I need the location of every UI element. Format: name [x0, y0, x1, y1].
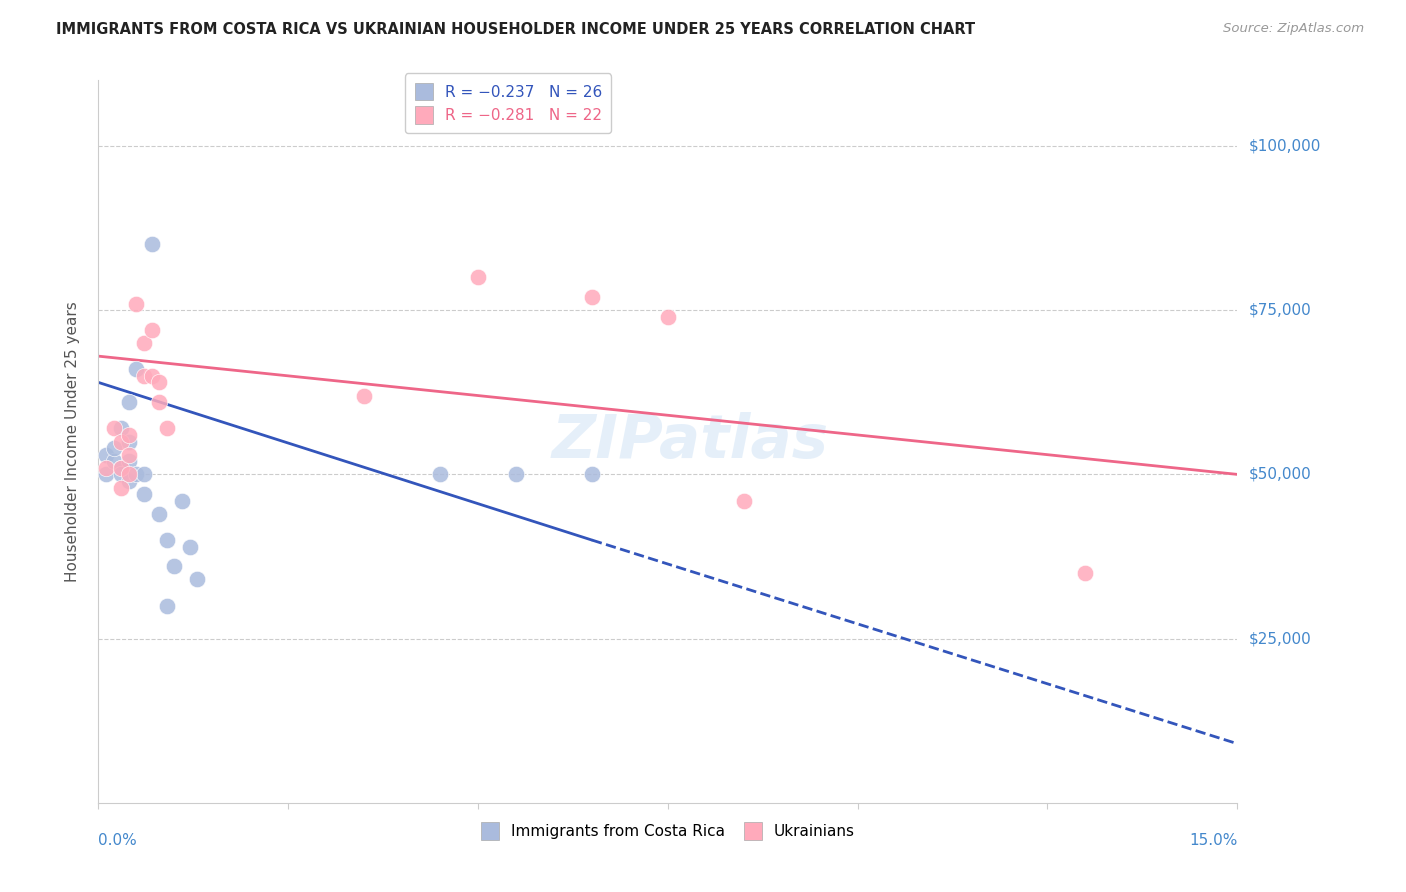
Point — [118, 434, 141, 449]
Point — [125, 296, 148, 310]
Point — [94, 448, 117, 462]
Point — [179, 540, 201, 554]
Point — [132, 467, 155, 482]
Point — [156, 421, 179, 435]
Point — [118, 428, 141, 442]
Y-axis label: Householder Income Under 25 years: Householder Income Under 25 years — [65, 301, 80, 582]
Point — [110, 434, 132, 449]
Point — [733, 493, 755, 508]
Text: 15.0%: 15.0% — [1189, 833, 1237, 848]
Point — [110, 481, 132, 495]
Point — [118, 395, 141, 409]
Legend: Immigrants from Costa Rica, Ukrainians: Immigrants from Costa Rica, Ukrainians — [474, 816, 862, 846]
Text: $75,000: $75,000 — [1249, 302, 1312, 318]
Point — [103, 454, 125, 468]
Point — [148, 376, 170, 390]
Point — [148, 395, 170, 409]
Point — [141, 323, 163, 337]
Point — [467, 270, 489, 285]
Text: 0.0%: 0.0% — [98, 833, 138, 848]
Point — [170, 493, 193, 508]
Point — [353, 388, 375, 402]
Point — [132, 487, 155, 501]
Point — [657, 310, 679, 324]
Point — [110, 460, 132, 475]
Point — [156, 599, 179, 613]
Point — [132, 368, 155, 383]
Point — [118, 448, 141, 462]
Point — [141, 237, 163, 252]
Point — [118, 467, 141, 482]
Point — [110, 421, 132, 435]
Point — [125, 362, 148, 376]
Text: ZIPatlas: ZIPatlas — [553, 412, 830, 471]
Point — [148, 507, 170, 521]
Text: IMMIGRANTS FROM COSTA RICA VS UKRAINIAN HOUSEHOLDER INCOME UNDER 25 YEARS CORREL: IMMIGRANTS FROM COSTA RICA VS UKRAINIAN … — [56, 22, 976, 37]
Point — [125, 467, 148, 482]
Point — [156, 533, 179, 547]
Point — [118, 454, 141, 468]
Point — [581, 467, 603, 482]
Point — [581, 290, 603, 304]
Point — [186, 573, 208, 587]
Text: $100,000: $100,000 — [1249, 138, 1320, 153]
Point — [110, 460, 132, 475]
Point — [132, 336, 155, 351]
Point — [429, 467, 451, 482]
Point — [103, 441, 125, 455]
Point — [110, 467, 132, 482]
Point — [141, 368, 163, 383]
Point — [94, 467, 117, 482]
Point — [163, 559, 186, 574]
Point — [118, 474, 141, 488]
Text: Source: ZipAtlas.com: Source: ZipAtlas.com — [1223, 22, 1364, 36]
Point — [94, 460, 117, 475]
Point — [505, 467, 527, 482]
Point — [103, 421, 125, 435]
Text: $25,000: $25,000 — [1249, 632, 1312, 646]
Point — [1074, 566, 1097, 580]
Text: $50,000: $50,000 — [1249, 467, 1312, 482]
